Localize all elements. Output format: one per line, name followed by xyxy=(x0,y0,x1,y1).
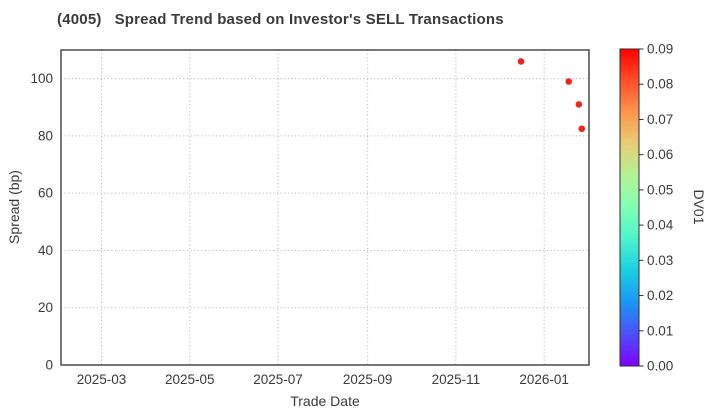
colorbar-tick-label: 0.06 xyxy=(647,147,673,162)
x-axis-label: Trade Date xyxy=(290,393,360,409)
y-tick-label: 0 xyxy=(45,358,53,373)
colorbar-tick-label: 0.03 xyxy=(647,253,673,268)
data-point xyxy=(575,101,583,108)
colorbar-tick-label: 0.09 xyxy=(647,42,673,57)
x-tick-label: 2025-03 xyxy=(77,372,127,387)
x-tick-label: 2025-09 xyxy=(343,372,393,387)
data-point xyxy=(578,125,586,133)
y-axis-label: Spread (bp) xyxy=(6,170,22,244)
chart-title-code: (4005) xyxy=(57,11,102,28)
x-tick-label: 2025-11 xyxy=(432,372,481,387)
colorbar-tick-label: 0.00 xyxy=(647,359,673,374)
x-tick-label: 2025-05 xyxy=(165,372,215,387)
y-tick-label: 100 xyxy=(30,71,53,86)
data-point xyxy=(565,78,573,85)
colorbar-tick-label: 0.05 xyxy=(647,182,673,197)
colorbar-tick-label: 0.08 xyxy=(647,77,673,92)
y-tick-label: 80 xyxy=(38,128,53,143)
colorbar-gradient xyxy=(619,48,640,367)
colorbar-tick-label: 0.01 xyxy=(647,323,673,338)
x-tick-label: 2026-01 xyxy=(519,372,569,387)
colorbar-label: DV01 xyxy=(691,189,707,225)
data-point xyxy=(517,58,525,65)
colorbar-tick-label: 0.04 xyxy=(647,218,674,233)
colorbar-tick-label: 0.07 xyxy=(647,112,673,127)
chart-title: (4005) Spread Trend based on Investor's S… xyxy=(57,11,504,28)
plot-frame xyxy=(60,49,590,366)
y-tick-label: 40 xyxy=(38,243,53,258)
y-tick-label: 60 xyxy=(38,186,53,201)
y-tick-label: 20 xyxy=(38,300,53,315)
x-tick-label: 2025-07 xyxy=(253,372,303,387)
colorbar-tick-label: 0.02 xyxy=(647,288,673,303)
chart-title-text: Spread Trend based on Investor's SELL Tr… xyxy=(114,11,504,28)
